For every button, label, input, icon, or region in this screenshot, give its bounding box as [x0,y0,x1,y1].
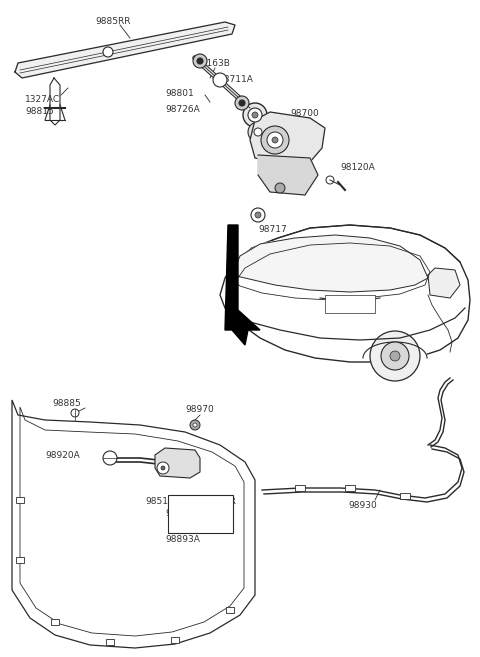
Polygon shape [155,448,200,478]
Bar [51,619,59,625]
Circle shape [190,420,200,430]
Bar [295,485,305,491]
Text: 98970: 98970 [185,405,214,415]
Polygon shape [250,112,325,165]
Circle shape [381,342,409,370]
Circle shape [370,331,420,381]
Circle shape [213,73,227,87]
Circle shape [103,47,113,57]
Text: 98163B: 98163B [195,60,230,68]
Polygon shape [12,400,255,648]
Text: 1327AC: 1327AC [25,95,60,104]
Polygon shape [258,155,318,195]
Circle shape [235,96,249,110]
Text: H0280R: H0280R [200,497,236,507]
Bar [345,485,355,491]
Polygon shape [220,225,470,362]
Bar [106,639,114,645]
Polygon shape [225,225,260,345]
Text: 98920A: 98920A [45,451,80,461]
Polygon shape [50,78,60,125]
Text: 98717: 98717 [258,225,287,235]
Circle shape [267,132,283,148]
Circle shape [161,466,165,470]
Circle shape [71,409,79,417]
Text: 98940C: 98940C [165,509,200,518]
Circle shape [390,351,400,361]
Text: 98801: 98801 [165,89,194,97]
Circle shape [261,126,289,154]
Circle shape [251,208,265,222]
Circle shape [275,183,285,193]
Circle shape [243,103,267,127]
Circle shape [248,108,262,122]
Bar [325,295,375,313]
Text: 98885: 98885 [52,399,81,409]
Circle shape [193,423,197,427]
Bar [226,607,234,613]
Polygon shape [363,342,427,358]
Polygon shape [232,235,428,292]
Circle shape [248,122,268,142]
Circle shape [103,451,117,465]
Text: 98700: 98700 [290,110,319,118]
Text: 98516: 98516 [145,497,174,507]
Bar [16,497,24,503]
Circle shape [239,100,245,106]
Circle shape [255,212,261,218]
Circle shape [252,112,258,118]
Bar [16,557,24,563]
Circle shape [157,462,169,474]
Polygon shape [428,268,460,298]
Circle shape [193,54,207,68]
Circle shape [254,128,262,136]
Circle shape [197,58,203,64]
Text: 98930: 98930 [348,501,377,509]
Text: 98815: 98815 [25,108,54,116]
Bar [168,495,233,533]
Bar [400,493,410,499]
Polygon shape [15,22,235,78]
Circle shape [326,176,334,184]
Text: 9885RR: 9885RR [95,18,131,26]
Text: 98726A: 98726A [165,106,200,114]
Text: 98893A: 98893A [165,535,200,545]
Bar [171,637,179,643]
Circle shape [272,137,278,143]
Text: 98711A: 98711A [218,76,253,85]
Text: 98120A: 98120A [340,164,375,173]
